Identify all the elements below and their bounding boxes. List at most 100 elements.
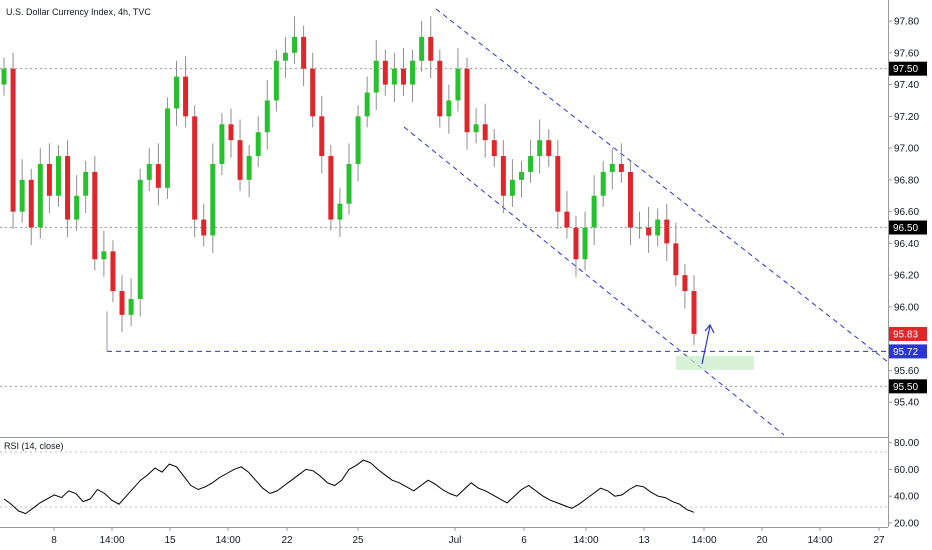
- support-tag: [889, 344, 927, 359]
- candle-down: [673, 243, 679, 276]
- candle-down: [664, 219, 670, 244]
- rsi-title: RSI (14, close): [4, 441, 64, 451]
- candle-up: [210, 163, 216, 236]
- candle-up: [1, 68, 7, 85]
- candle-up: [164, 108, 170, 188]
- candle-down: [646, 227, 652, 236]
- candle-down: [192, 116, 198, 220]
- candle-up: [246, 156, 252, 180]
- candle-down: [428, 36, 434, 61]
- candle-down: [464, 68, 470, 133]
- candle-up: [410, 60, 416, 85]
- candle-down: [46, 163, 52, 196]
- level-tag-label: 97.50: [893, 64, 918, 75]
- candle-down: [301, 36, 307, 69]
- price-tick-label: 96.40: [894, 239, 919, 250]
- candle-down: [65, 156, 71, 220]
- price-tick-label: 97.60: [894, 48, 919, 59]
- price-tags: 97.50 96.50 95.50 95.72 95.83: [889, 61, 927, 394]
- time-tick-label: Jul: [449, 535, 462, 546]
- rsi-tick-label: 60.00: [894, 465, 919, 476]
- level-tag: [889, 379, 927, 394]
- price-tick-label: 97.40: [894, 80, 919, 91]
- candle-down: [10, 68, 16, 212]
- time-tick-label: 14:00: [807, 535, 832, 546]
- chart-title: U.S. Dollar Currency Index, 4h, TVC: [6, 7, 151, 17]
- candle-up: [282, 52, 288, 61]
- horizontal-levels: [0, 68, 888, 387]
- level-tag: [889, 61, 927, 76]
- bounce-arrow-head: [704, 323, 715, 334]
- rsi-tick-label: 40.00: [894, 492, 919, 503]
- candle-down: [500, 156, 506, 196]
- candle-up: [591, 195, 597, 228]
- level-tag: [889, 220, 927, 235]
- candle-down: [310, 68, 316, 117]
- candle-down: [691, 291, 697, 334]
- candle-down: [382, 60, 388, 85]
- time-axis: 8 14:00 15 14:00 22 25 Jul 6 14:00 13 14:00 20 14:00…: [51, 527, 885, 546]
- candle-up: [137, 179, 143, 299]
- support-tag-label: 95.72: [893, 347, 918, 358]
- candle-down: [482, 124, 488, 141]
- time-tick-label: 13: [638, 535, 650, 546]
- candle-up: [264, 100, 270, 133]
- candle-up: [455, 68, 461, 101]
- candle-up: [292, 36, 298, 53]
- price-axis: 97.80 97.60 97.40 97.20 97.00 96.80 96.60 96.40…: [888, 17, 919, 409]
- candle-down: [319, 116, 325, 157]
- candle-down: [555, 156, 561, 212]
- candle-down: [110, 251, 116, 292]
- candle-down: [491, 140, 497, 157]
- candle-down: [92, 171, 98, 260]
- candle-down: [400, 68, 406, 85]
- price-tick-label: 97.20: [894, 112, 919, 123]
- time-tick-label: 27: [873, 535, 885, 546]
- candle-up: [519, 171, 524, 180]
- candle-up: [128, 298, 134, 315]
- candle-down: [201, 219, 207, 236]
- time-tick-label: 6: [521, 535, 527, 546]
- price-tick-label: 97.80: [894, 17, 919, 28]
- candle-up: [146, 163, 152, 180]
- candle-up: [446, 100, 452, 117]
- last-price-tag-label: 95.83: [893, 329, 918, 340]
- price-tick-label: 96.20: [894, 271, 919, 282]
- candle-up: [346, 163, 352, 204]
- price-tick-label: 96.00: [894, 302, 919, 313]
- time-tick-label: 22: [281, 535, 293, 546]
- rsi-pane: RSI (14, close): [0, 441, 888, 515]
- candle-down: [119, 291, 125, 315]
- candle-down: [573, 227, 579, 260]
- candle-up: [55, 156, 61, 196]
- price-tick-label: 96.80: [894, 175, 919, 186]
- candle-up: [473, 124, 479, 133]
- candle-down: [155, 163, 161, 188]
- support-line: [106, 311, 888, 352]
- bounce-arrow: [701, 325, 711, 365]
- rsi-axis: 80.00 60.00 40.00 20.00: [888, 438, 919, 529]
- candle-up: [528, 156, 534, 172]
- time-tick-label: 14:00: [215, 535, 240, 546]
- level-tag-label: 95.50: [893, 382, 918, 393]
- candle-down: [618, 163, 624, 172]
- candle-up: [637, 227, 643, 229]
- candle-up: [101, 251, 107, 260]
- candle-up: [364, 92, 370, 117]
- candle-down: [237, 140, 243, 180]
- candle-up: [337, 203, 343, 220]
- time-tick-label: 15: [164, 535, 176, 546]
- price-pane: U.S. Dollar Currency Index, 4h, TVC: [0, 7, 889, 436]
- candle-up: [273, 60, 279, 101]
- candle-up: [537, 140, 543, 157]
- last-price-tag: [889, 326, 927, 341]
- candle-up: [19, 179, 25, 212]
- price-tick-label: 96.60: [894, 207, 919, 218]
- rsi-tick-label: 80.00: [894, 438, 919, 449]
- candle-up: [391, 68, 397, 85]
- candle-down: [328, 156, 334, 220]
- candle-up: [255, 132, 261, 157]
- descending-channel: [403, 8, 889, 436]
- target-zone: [676, 356, 754, 370]
